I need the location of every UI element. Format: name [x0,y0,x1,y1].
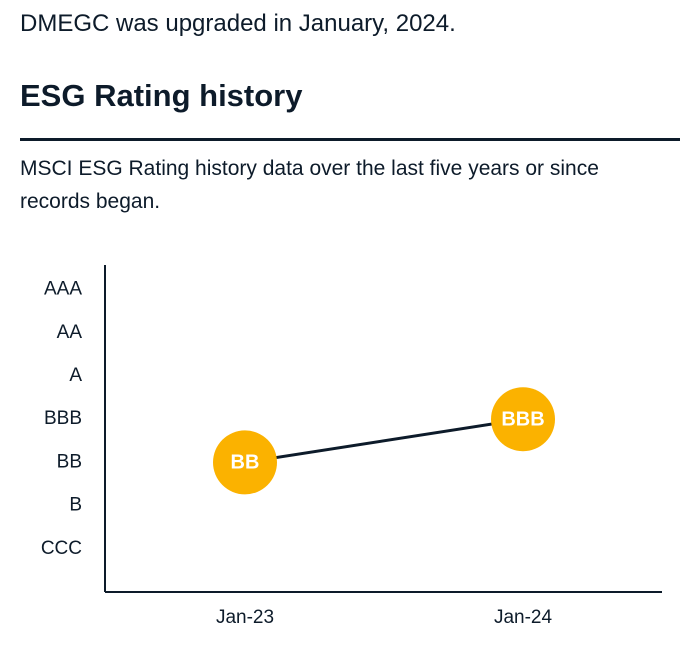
value-label: BBB [501,408,544,430]
y-tick-label: AAA [44,279,82,300]
y-tick-label: CCC [41,538,82,559]
rule [20,138,680,141]
y-tick-label: BB [57,451,82,472]
description: MSCI ESG Rating history data over the la… [20,157,599,213]
y-tick-label: BBB [44,408,82,429]
marker [491,387,555,452]
line [244,417,524,464]
heading: ESG Rating history [20,78,303,113]
y-tick-label: A [69,365,82,386]
x-tick-label: Jan-23 [216,607,274,628]
intro: DMEGC was upgraded in January, 2024. [20,10,456,37]
marker [213,430,277,495]
value-label: BB [231,452,260,474]
x-tick-label: Jan-24 [494,607,553,628]
y-tick-label: B [69,495,82,516]
y-tick-label: AA [57,322,83,343]
